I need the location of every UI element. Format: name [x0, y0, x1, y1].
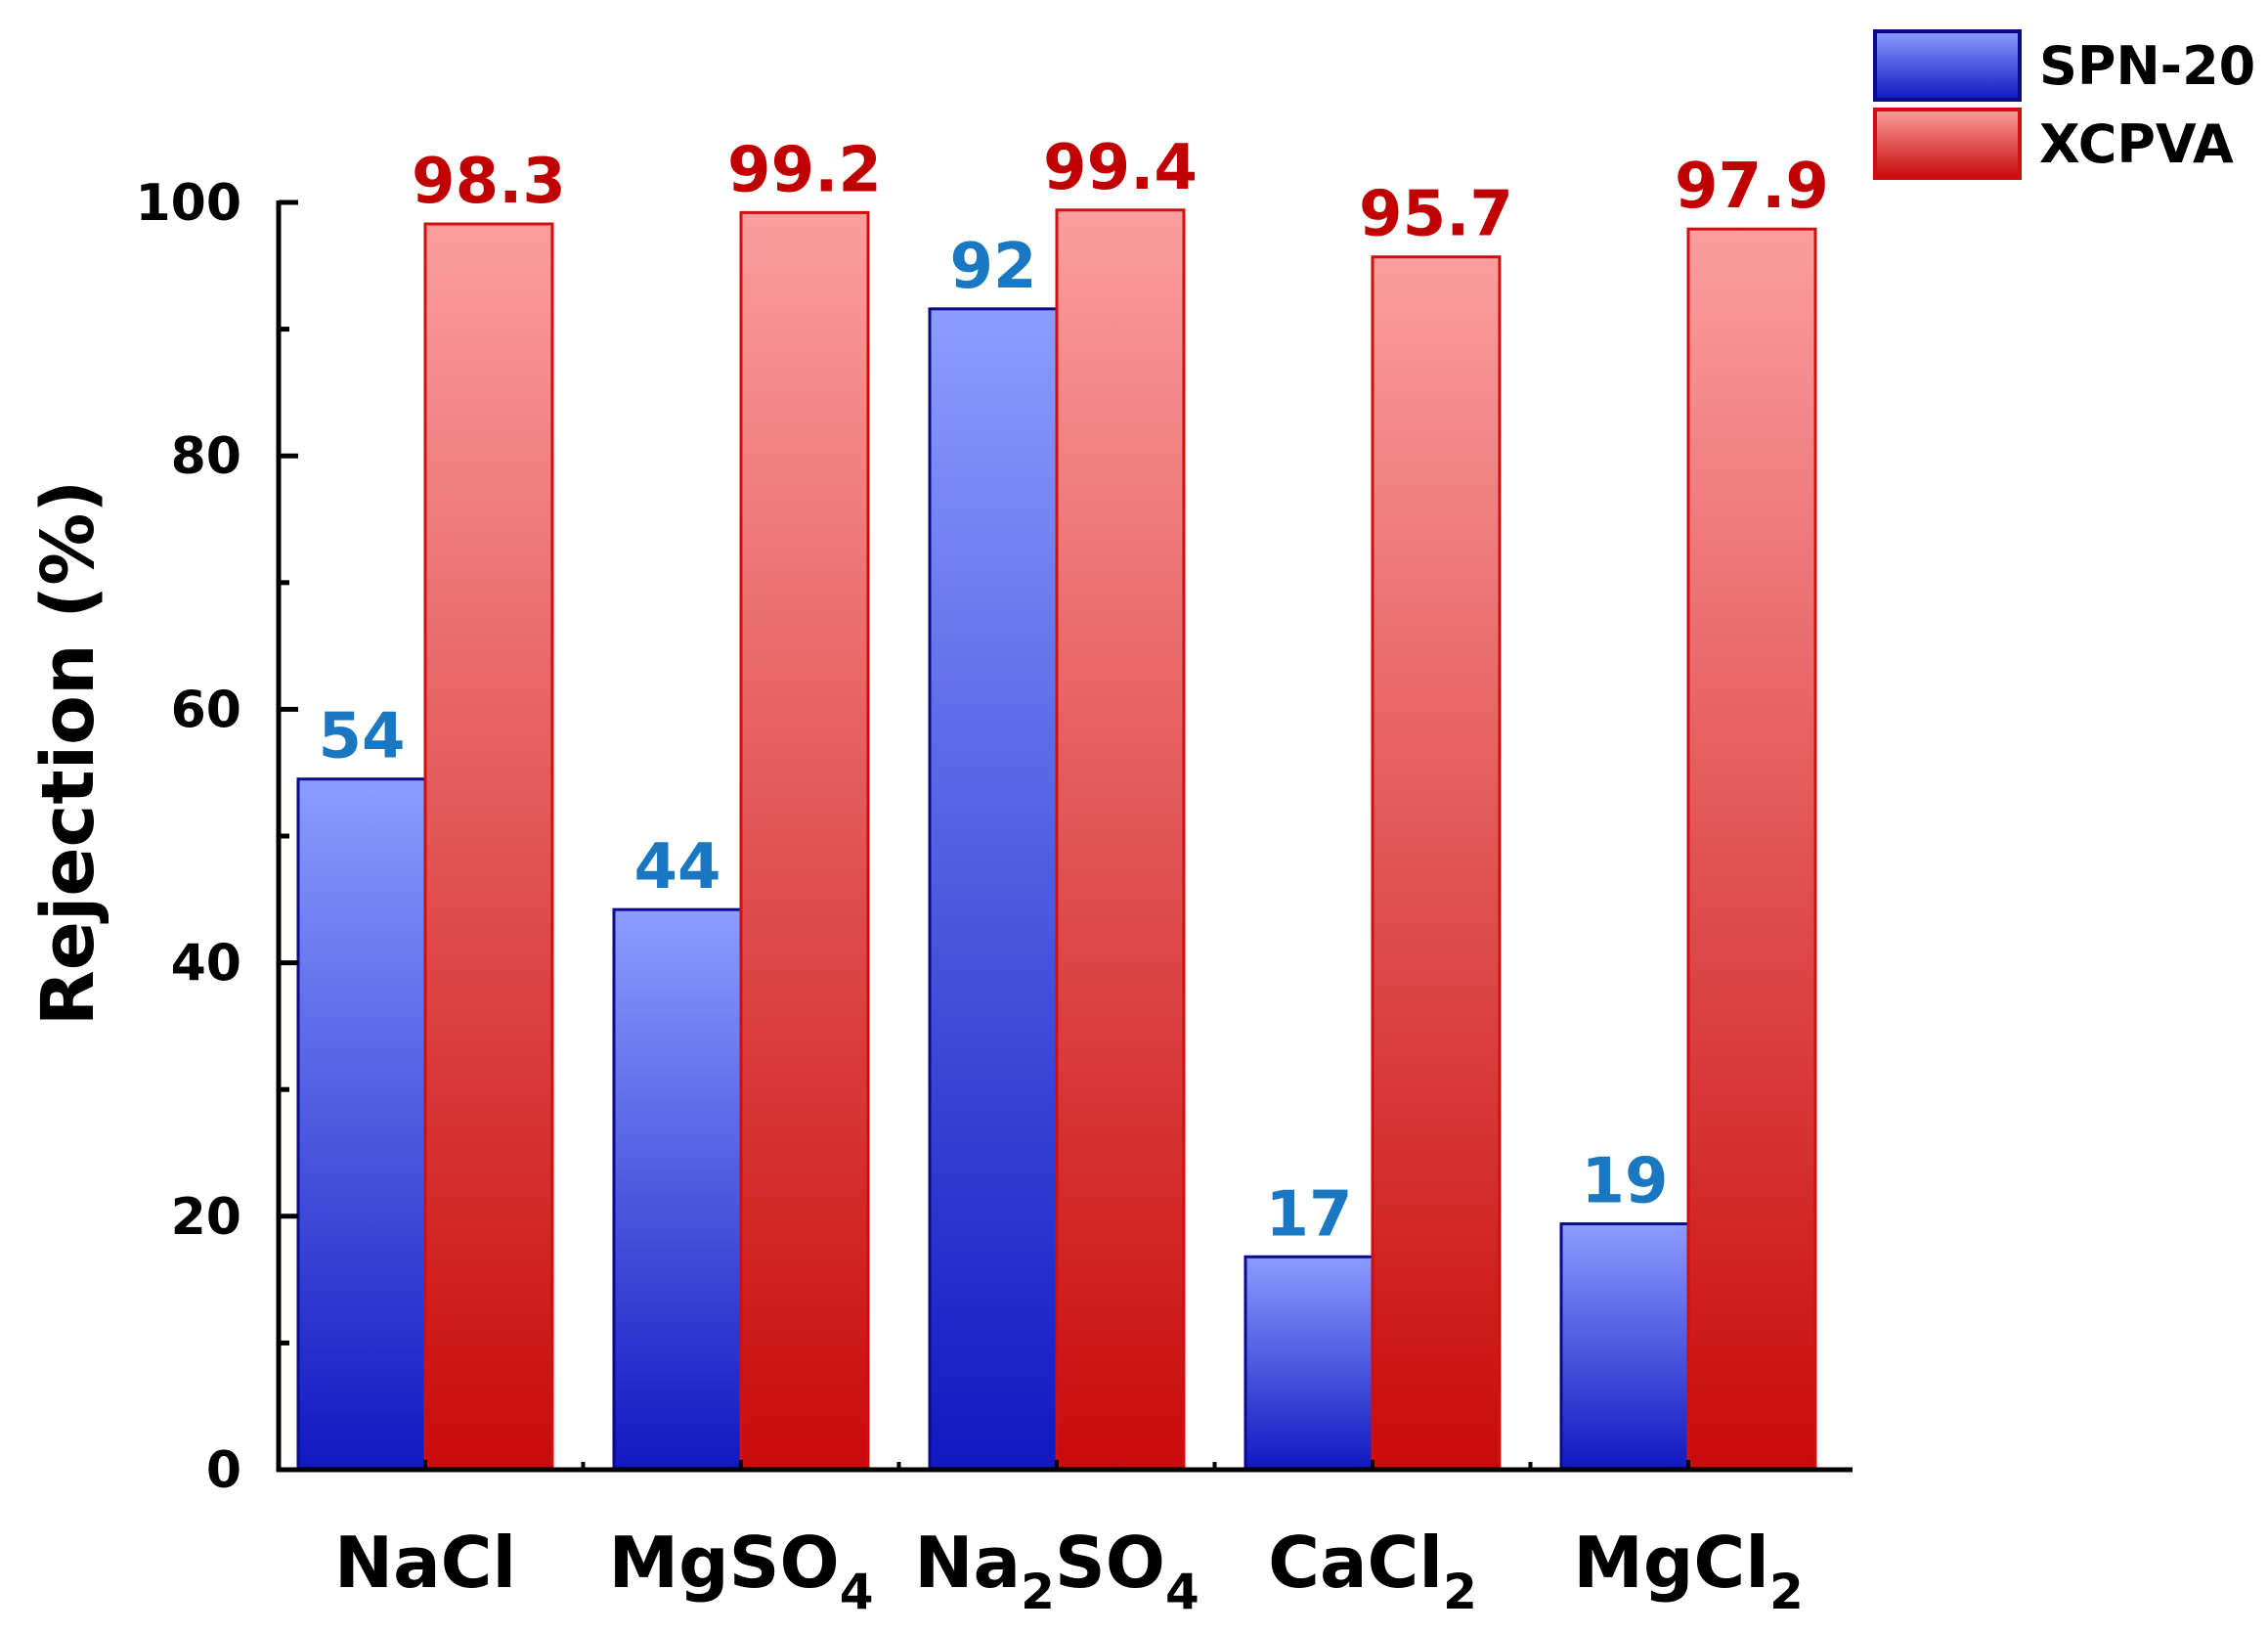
- value-label-spn-20-1: 44: [633, 831, 720, 904]
- legend-swatch-xcpva: [1873, 108, 2022, 180]
- value-label-xcpva-0: 98.3: [412, 146, 566, 218]
- bar-xcpva-2: [1055, 208, 1186, 1472]
- bar-xcpva-3: [1371, 255, 1502, 1472]
- bar-spn-20-1: [612, 907, 743, 1472]
- legend-label-xcpva: XCPVA: [2039, 113, 2234, 175]
- legend-swatch-spn-20: [1873, 29, 2022, 102]
- y-axis-label: Rejection (%): [26, 480, 110, 1026]
- bar-xcpva-1: [739, 210, 870, 1472]
- x-categories-group: NaCl MgSO4 Na2SO4 CaCl2 MgCl2: [334, 1460, 1804, 1620]
- x-category-label: NaCl: [334, 1522, 516, 1604]
- bar-spn-20-0: [296, 777, 427, 1472]
- y-tick-label: 40: [171, 935, 241, 993]
- value-label-xcpva-3: 95.7: [1359, 179, 1513, 251]
- x-category-label: MgCl2: [1573, 1522, 1804, 1620]
- value-label-xcpva-2: 99.4: [1043, 132, 1198, 204]
- y-tick-label: 20: [171, 1188, 241, 1247]
- bar-xcpva-4: [1686, 227, 1817, 1472]
- bar-spn-20-2: [928, 307, 1059, 1472]
- y-tick-label: 100: [135, 174, 241, 233]
- y-tick-label: 80: [171, 427, 241, 486]
- bar-spn-20-4: [1559, 1222, 1690, 1472]
- value-label-spn-20-2: 92: [949, 231, 1036, 303]
- bar-xcpva-0: [423, 222, 554, 1472]
- x-category-label: MgSO4: [608, 1522, 873, 1620]
- bar-spn-20-3: [1243, 1255, 1374, 1472]
- bars-group: [296, 208, 1817, 1472]
- value-label-spn-20-0: 54: [318, 701, 405, 773]
- value-label-xcpva-1: 99.2: [727, 134, 882, 206]
- y-tick-label: 60: [171, 681, 241, 739]
- legend-label-spn-20: SPN-20: [2039, 35, 2255, 97]
- value-label-xcpva-4: 97.9: [1675, 151, 1829, 223]
- x-category-label: Na2SO4: [914, 1522, 1199, 1620]
- x-category-label: CaCl2: [1268, 1522, 1477, 1620]
- legend: SPN-20 XCPVA: [1873, 29, 2255, 180]
- y-ticks-group: 0 20 40 60 80 100: [135, 174, 298, 1500]
- value-label-spn-20-3: 17: [1265, 1178, 1352, 1251]
- y-tick-label: 0: [206, 1441, 241, 1500]
- value-label-spn-20-4: 19: [1581, 1146, 1668, 1218]
